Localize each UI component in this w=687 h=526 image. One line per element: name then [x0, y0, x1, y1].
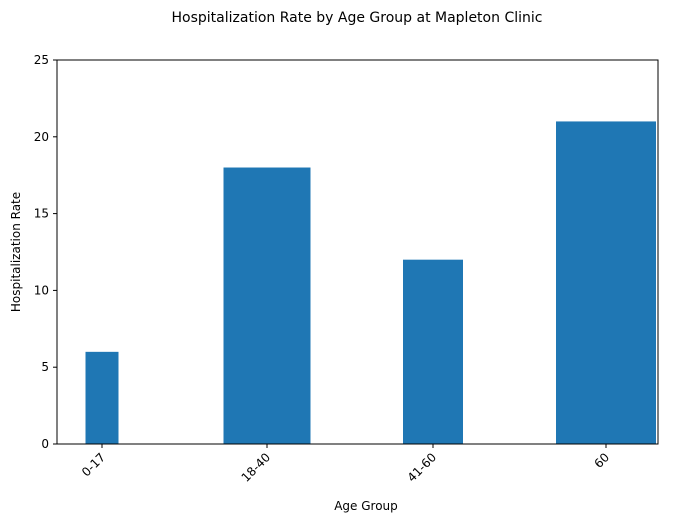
bar-0-17 [85, 351, 119, 444]
x-axis-label: Age Group [334, 499, 398, 513]
bar-41-60 [403, 259, 463, 444]
y-axis-label: Hospitalization Rate [9, 192, 23, 312]
y-tick-label: 25 [34, 53, 49, 67]
y-tick-label: 5 [41, 360, 49, 374]
x-tick-label: 0-17 [79, 450, 108, 479]
y-axis-ticks: 0 5 10 15 20 25 [34, 53, 57, 451]
y-tick-label: 10 [34, 283, 49, 297]
bars-layer [85, 121, 656, 444]
x-tick-label: 41-60 [405, 450, 440, 485]
y-tick-label: 0 [41, 437, 49, 451]
y-tick-label: 15 [34, 207, 49, 221]
y-tick-label: 20 [34, 130, 49, 144]
bar-18-40 [223, 167, 311, 444]
x-axis-ticks: 0-17 18-40 41-60 60 [79, 444, 612, 485]
chart-title: Hospitalization Rate by Age Group at Map… [172, 10, 543, 26]
bar-60 [556, 121, 656, 444]
plot-frame [56, 59, 659, 445]
x-tick-label: 18-40 [239, 450, 274, 485]
x-tick-label: 60 [591, 450, 612, 471]
